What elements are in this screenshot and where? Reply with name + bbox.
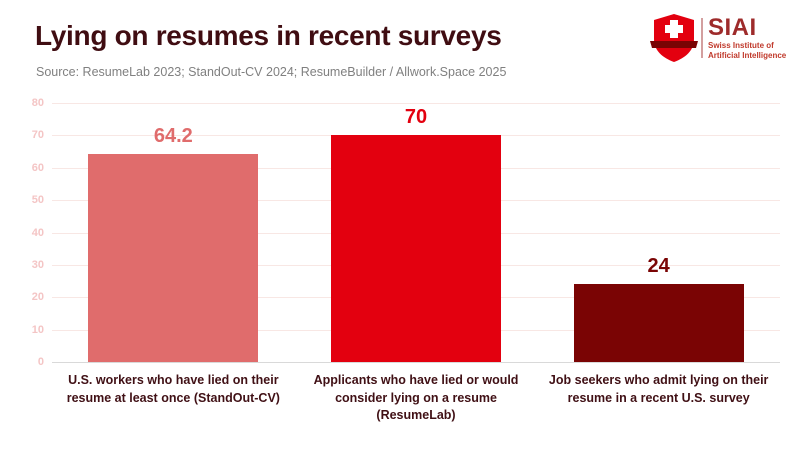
category-label-2: Applicants who have lied or would consid… bbox=[313, 373, 519, 422]
category-label-1: U.S. workers who have lied on their resu… bbox=[66, 373, 280, 405]
x-axis-labels: U.S. workers who have lied on their resu… bbox=[52, 372, 780, 425]
y-tick-label-80: 80 bbox=[31, 97, 44, 109]
y-tick-label-70: 70 bbox=[31, 129, 44, 142]
logo-subtitle-line2: Artificial Intelligence bbox=[708, 51, 787, 60]
y-tick-label-10: 10 bbox=[31, 323, 44, 336]
source-note: Source: ResumeLab 2023; StandOut-CV 2024… bbox=[36, 65, 507, 79]
y-tick-label-40: 40 bbox=[31, 226, 44, 239]
logo-acronym: SIAI bbox=[708, 14, 757, 41]
page-title: Lying on resumes in recent surveys bbox=[35, 20, 502, 51]
y-tick-label-30: 30 bbox=[31, 258, 44, 271]
logo-subtitle-line1: Swiss Institute of bbox=[708, 41, 774, 50]
plot-area: 0 10 20 30 40 50 60 70 80 64.2 70 24 bbox=[32, 97, 780, 368]
bar-1 bbox=[88, 154, 259, 362]
logo-divider bbox=[701, 18, 703, 58]
swiss-shield-icon bbox=[650, 13, 698, 63]
bar-3 bbox=[573, 284, 744, 362]
bar-2 bbox=[331, 135, 501, 362]
bar-value-label-1: 64.2 bbox=[153, 125, 193, 148]
y-tick-label-60: 60 bbox=[31, 161, 44, 174]
bar-value-label-2: 70 bbox=[404, 106, 428, 129]
y-tick-label-20: 20 bbox=[31, 291, 44, 304]
bar-value-label-3: 24 bbox=[647, 255, 670, 278]
y-tick-label-50: 50 bbox=[31, 194, 44, 207]
gridline-80 bbox=[52, 103, 780, 104]
gridline-0 bbox=[52, 362, 780, 363]
siai-logo: SIAI Swiss Institute of Artificial Intel… bbox=[650, 13, 786, 63]
y-tick-label-0: 0 bbox=[37, 356, 44, 368]
category-label-3: Job seekers who admit lying on their res… bbox=[548, 373, 769, 405]
